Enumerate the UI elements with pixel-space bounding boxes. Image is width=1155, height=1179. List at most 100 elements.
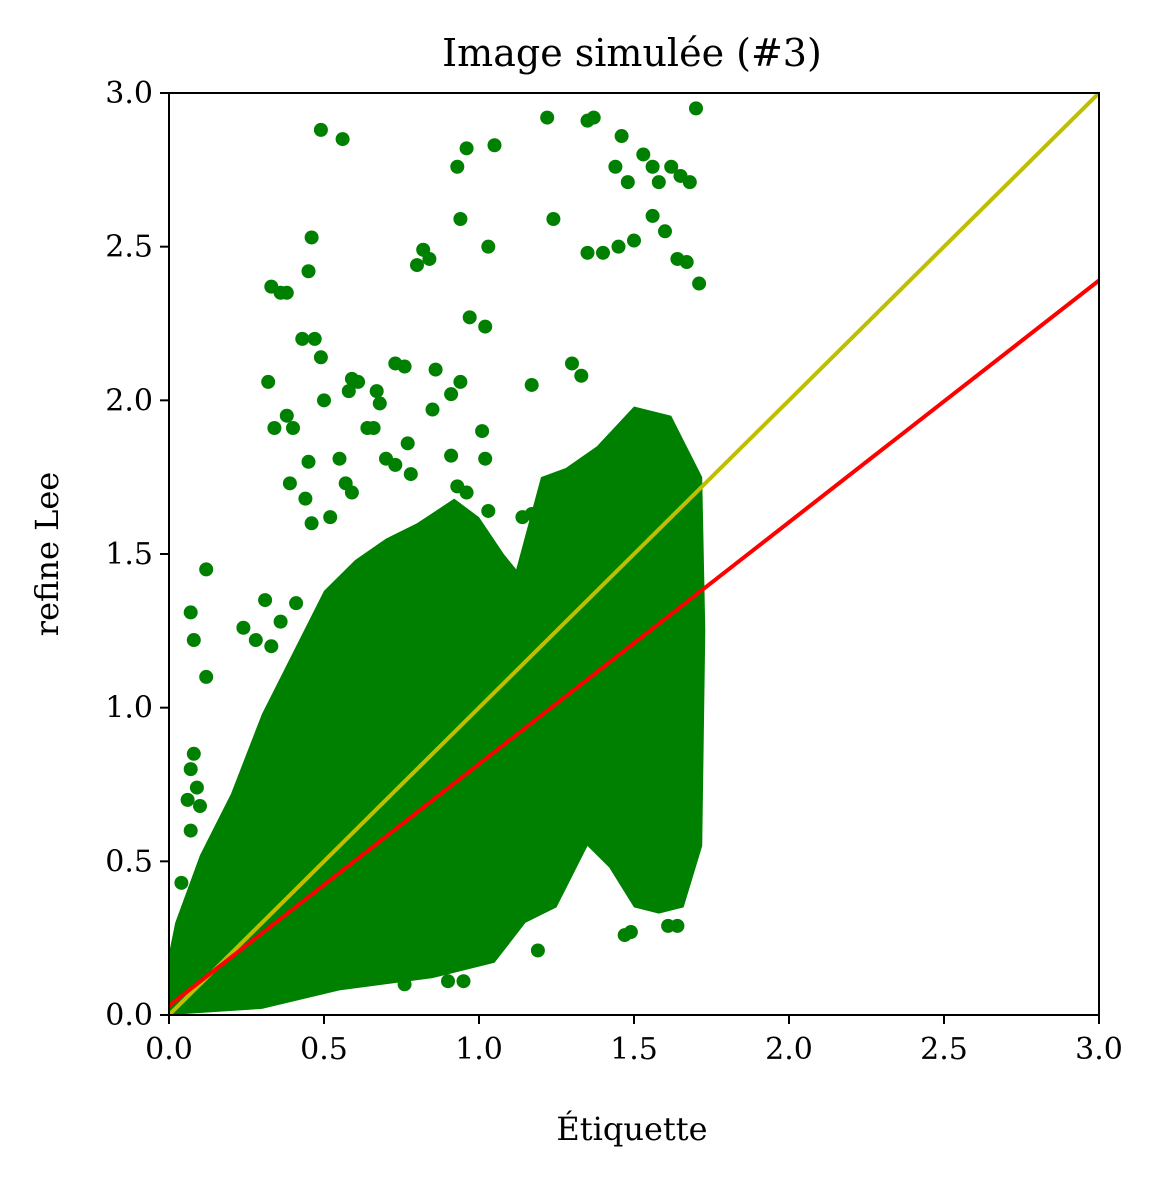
data-point <box>459 485 474 500</box>
x-tick-label: 2.5 <box>920 1032 968 1067</box>
data-point <box>546 212 561 227</box>
data-point <box>183 605 198 620</box>
data-point <box>372 396 387 411</box>
y-tick-label: 2.0 <box>105 383 153 418</box>
data-point <box>313 350 328 365</box>
data-point <box>332 451 347 466</box>
data-point <box>623 925 638 940</box>
data-point <box>366 420 381 435</box>
y-tick-label: 0.5 <box>105 844 153 879</box>
data-point <box>273 614 288 629</box>
point-cloud <box>169 406 706 1015</box>
data-point <box>444 387 459 402</box>
y-axis-label: refine Lee <box>28 472 66 636</box>
x-axis-label: Étiquette <box>556 1110 707 1148</box>
data-point <box>289 596 304 611</box>
data-point <box>645 208 660 223</box>
data-point <box>453 212 468 227</box>
data-point <box>658 224 672 239</box>
data-point <box>682 175 697 190</box>
data-point <box>679 255 694 270</box>
data-point <box>400 436 415 451</box>
data-point <box>450 159 465 174</box>
x-tick-label: 1.5 <box>610 1032 658 1067</box>
data-point <box>636 147 651 162</box>
data-point <box>183 823 198 838</box>
data-point <box>614 129 629 144</box>
data-point <box>341 384 356 399</box>
data-point <box>481 503 496 518</box>
data-point <box>301 454 316 469</box>
data-point <box>422 251 437 266</box>
x-tick-label: 0.5 <box>300 1032 348 1067</box>
data-point <box>444 448 459 463</box>
data-point <box>298 491 313 506</box>
data-point <box>574 368 589 383</box>
data-point <box>397 977 412 992</box>
data-point <box>295 331 310 346</box>
data-points <box>174 101 707 992</box>
data-point <box>481 239 496 254</box>
data-point <box>478 319 493 334</box>
data-point <box>279 285 294 300</box>
data-point <box>236 620 251 635</box>
data-point <box>174 875 189 890</box>
data-point <box>428 362 443 377</box>
data-point <box>180 792 195 807</box>
x-tick-label: 2.0 <box>765 1032 813 1067</box>
data-point <box>651 175 666 190</box>
data-point <box>307 331 322 346</box>
data-point <box>664 159 679 174</box>
data-point <box>286 420 300 435</box>
data-point <box>689 101 703 116</box>
data-point <box>459 141 474 156</box>
data-point <box>620 175 635 190</box>
data-point <box>351 374 366 389</box>
y-tick-label: 2.5 <box>105 230 153 265</box>
y-tick-label: 0.0 <box>105 998 153 1033</box>
data-point <box>487 138 502 153</box>
data-point <box>586 110 601 125</box>
data-point <box>279 408 294 423</box>
data-point <box>301 264 316 279</box>
data-point <box>258 593 273 608</box>
data-point <box>323 510 338 525</box>
x-tick-label: 0.0 <box>145 1032 193 1067</box>
data-point <box>478 451 493 466</box>
data-point <box>267 420 282 435</box>
data-point <box>530 943 545 958</box>
data-point <box>186 633 201 648</box>
data-point <box>462 310 477 325</box>
data-point <box>264 639 279 654</box>
data-point <box>441 974 455 989</box>
data-point <box>369 384 384 399</box>
data-point <box>410 258 424 273</box>
data-point <box>580 245 595 260</box>
data-point <box>524 507 539 522</box>
data-point <box>397 359 412 374</box>
x-tick-label: 1.0 <box>455 1032 503 1067</box>
identity-line <box>169 93 1099 1015</box>
data-point <box>611 239 626 254</box>
data-point <box>453 374 468 389</box>
dense-point-region <box>169 406 706 1015</box>
data-point <box>313 122 328 137</box>
data-point <box>425 402 440 417</box>
data-point <box>388 457 403 472</box>
data-point <box>317 393 331 408</box>
data-point <box>645 159 660 174</box>
data-point <box>403 467 418 482</box>
data-point <box>186 746 201 761</box>
data-point <box>456 974 471 989</box>
data-point <box>608 159 623 174</box>
data-point <box>627 233 641 248</box>
y-tick-label: 1.5 <box>105 537 153 572</box>
data-point <box>199 562 214 577</box>
y-axis: 0.0 0.5 1.0 1.5 2.0 2.5 3.0 <box>105 76 169 1033</box>
data-point <box>596 245 610 260</box>
data-point <box>335 132 350 147</box>
data-point <box>344 485 359 500</box>
x-axis: 0.0 0.5 1.0 1.5 2.0 2.5 3.0 <box>145 1015 1123 1067</box>
data-point <box>540 110 555 125</box>
